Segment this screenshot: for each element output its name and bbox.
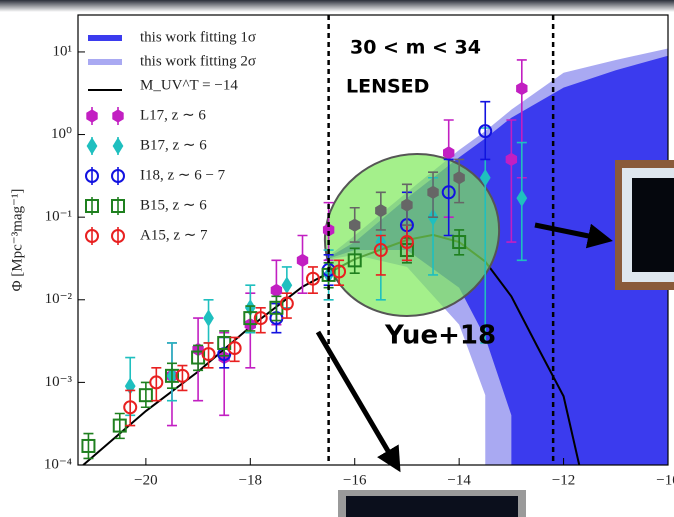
- data-point: [297, 254, 307, 266]
- error-bar: [83, 434, 93, 459]
- top-shade: [0, 0, 674, 12]
- data-point: [376, 205, 386, 217]
- x-tick-label: −16: [343, 472, 367, 488]
- data-point: [444, 147, 454, 159]
- y-tick-label: 10¹: [53, 43, 73, 59]
- error-bar: [115, 414, 125, 439]
- annotation: LENSED: [346, 76, 429, 98]
- legend-label: A15, z ∼ 7: [140, 227, 208, 243]
- legend-label: this work fitting 1σ: [140, 29, 256, 45]
- y-tick-label: 10⁻⁴: [44, 456, 72, 472]
- data-point: [454, 172, 464, 184]
- legend-swatch: [113, 138, 123, 154]
- y-tick-label: 10⁻²: [45, 291, 73, 307]
- page: {"chart_data": { "type": "scatter", "yla…: [0, 0, 674, 517]
- data-point: [402, 199, 412, 211]
- legend-swatch: [87, 138, 97, 154]
- y-tick-label: 10⁻¹: [45, 209, 72, 225]
- y-axis-label: Φ [Mpc⁻³mag⁻¹]: [9, 189, 25, 292]
- data-point: [428, 186, 438, 198]
- data-point: [282, 277, 292, 293]
- x-tick-label: −12: [552, 472, 575, 488]
- data-point: [350, 219, 360, 231]
- x-tick-label: −20: [134, 472, 157, 488]
- legend: this work fitting 1σ this work fitting 2σ…: [86, 29, 256, 245]
- legend-swatch: [113, 110, 123, 122]
- legend-label: B15, z ∼ 6: [140, 197, 207, 213]
- data-point: [204, 310, 214, 326]
- legend-swatch: [87, 110, 97, 122]
- x-tick-label: −10: [656, 472, 674, 488]
- y-tick-label: 10⁻³: [45, 374, 73, 390]
- legend-label: M_UV^T = −14: [140, 77, 238, 93]
- data-point: [517, 83, 527, 95]
- legend-label: this work fitting 2σ: [140, 53, 256, 69]
- y-tick-label: 10⁰: [51, 126, 72, 142]
- data-point: [271, 284, 281, 296]
- chart: −20 −18 −16 −14 −12 −10 10⁻⁴ 10⁻³ 10⁻² 10⁻¹ 10⁰ 10¹…: [0, 0, 674, 517]
- error-bar: [141, 382, 151, 407]
- data-point: [506, 153, 516, 165]
- legend-label: I18, z ∼ 6 − 7: [140, 167, 226, 183]
- x-tick-label: −14: [447, 472, 471, 488]
- arrow: [318, 332, 398, 468]
- legend-label: L17, z ∼ 6: [140, 107, 206, 123]
- window-image: [615, 160, 674, 290]
- legend-label: B17, z ∼ 6: [140, 137, 207, 153]
- window-image: [338, 490, 526, 517]
- x-tick-label: −18: [239, 472, 262, 488]
- annotation: Yue+18: [384, 321, 496, 351]
- annotation: 30 < m < 34: [350, 37, 481, 59]
